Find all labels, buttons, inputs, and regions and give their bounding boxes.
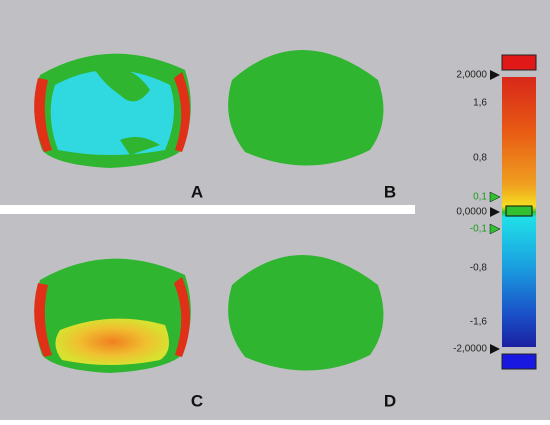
markers (489, 191, 501, 235)
scale-label: 0,0000 (456, 207, 487, 218)
scale-label: 0,1 (473, 192, 487, 203)
panel-label: B (384, 182, 396, 201)
scale-label: 0,8 (473, 153, 487, 164)
zero-band (505, 205, 533, 217)
scale-label: 2,0000 (456, 70, 487, 81)
model-c (34, 258, 191, 373)
model-a (34, 53, 191, 168)
panel-label: C (191, 391, 203, 410)
panel-label: A (191, 182, 203, 201)
scale-label: -2,0000 (453, 344, 487, 355)
scale-label: 1,6 (473, 98, 487, 109)
panel-label: D (384, 391, 396, 410)
over-range (501, 54, 537, 71)
model-b (228, 50, 384, 166)
scale-label: -1,6 (470, 317, 488, 328)
markers (490, 70, 500, 354)
under-range (501, 353, 537, 370)
separator (0, 205, 415, 214)
scale-label: -0,8 (470, 263, 488, 274)
scale-label: -0,1 (470, 224, 488, 235)
model-d (228, 255, 384, 371)
